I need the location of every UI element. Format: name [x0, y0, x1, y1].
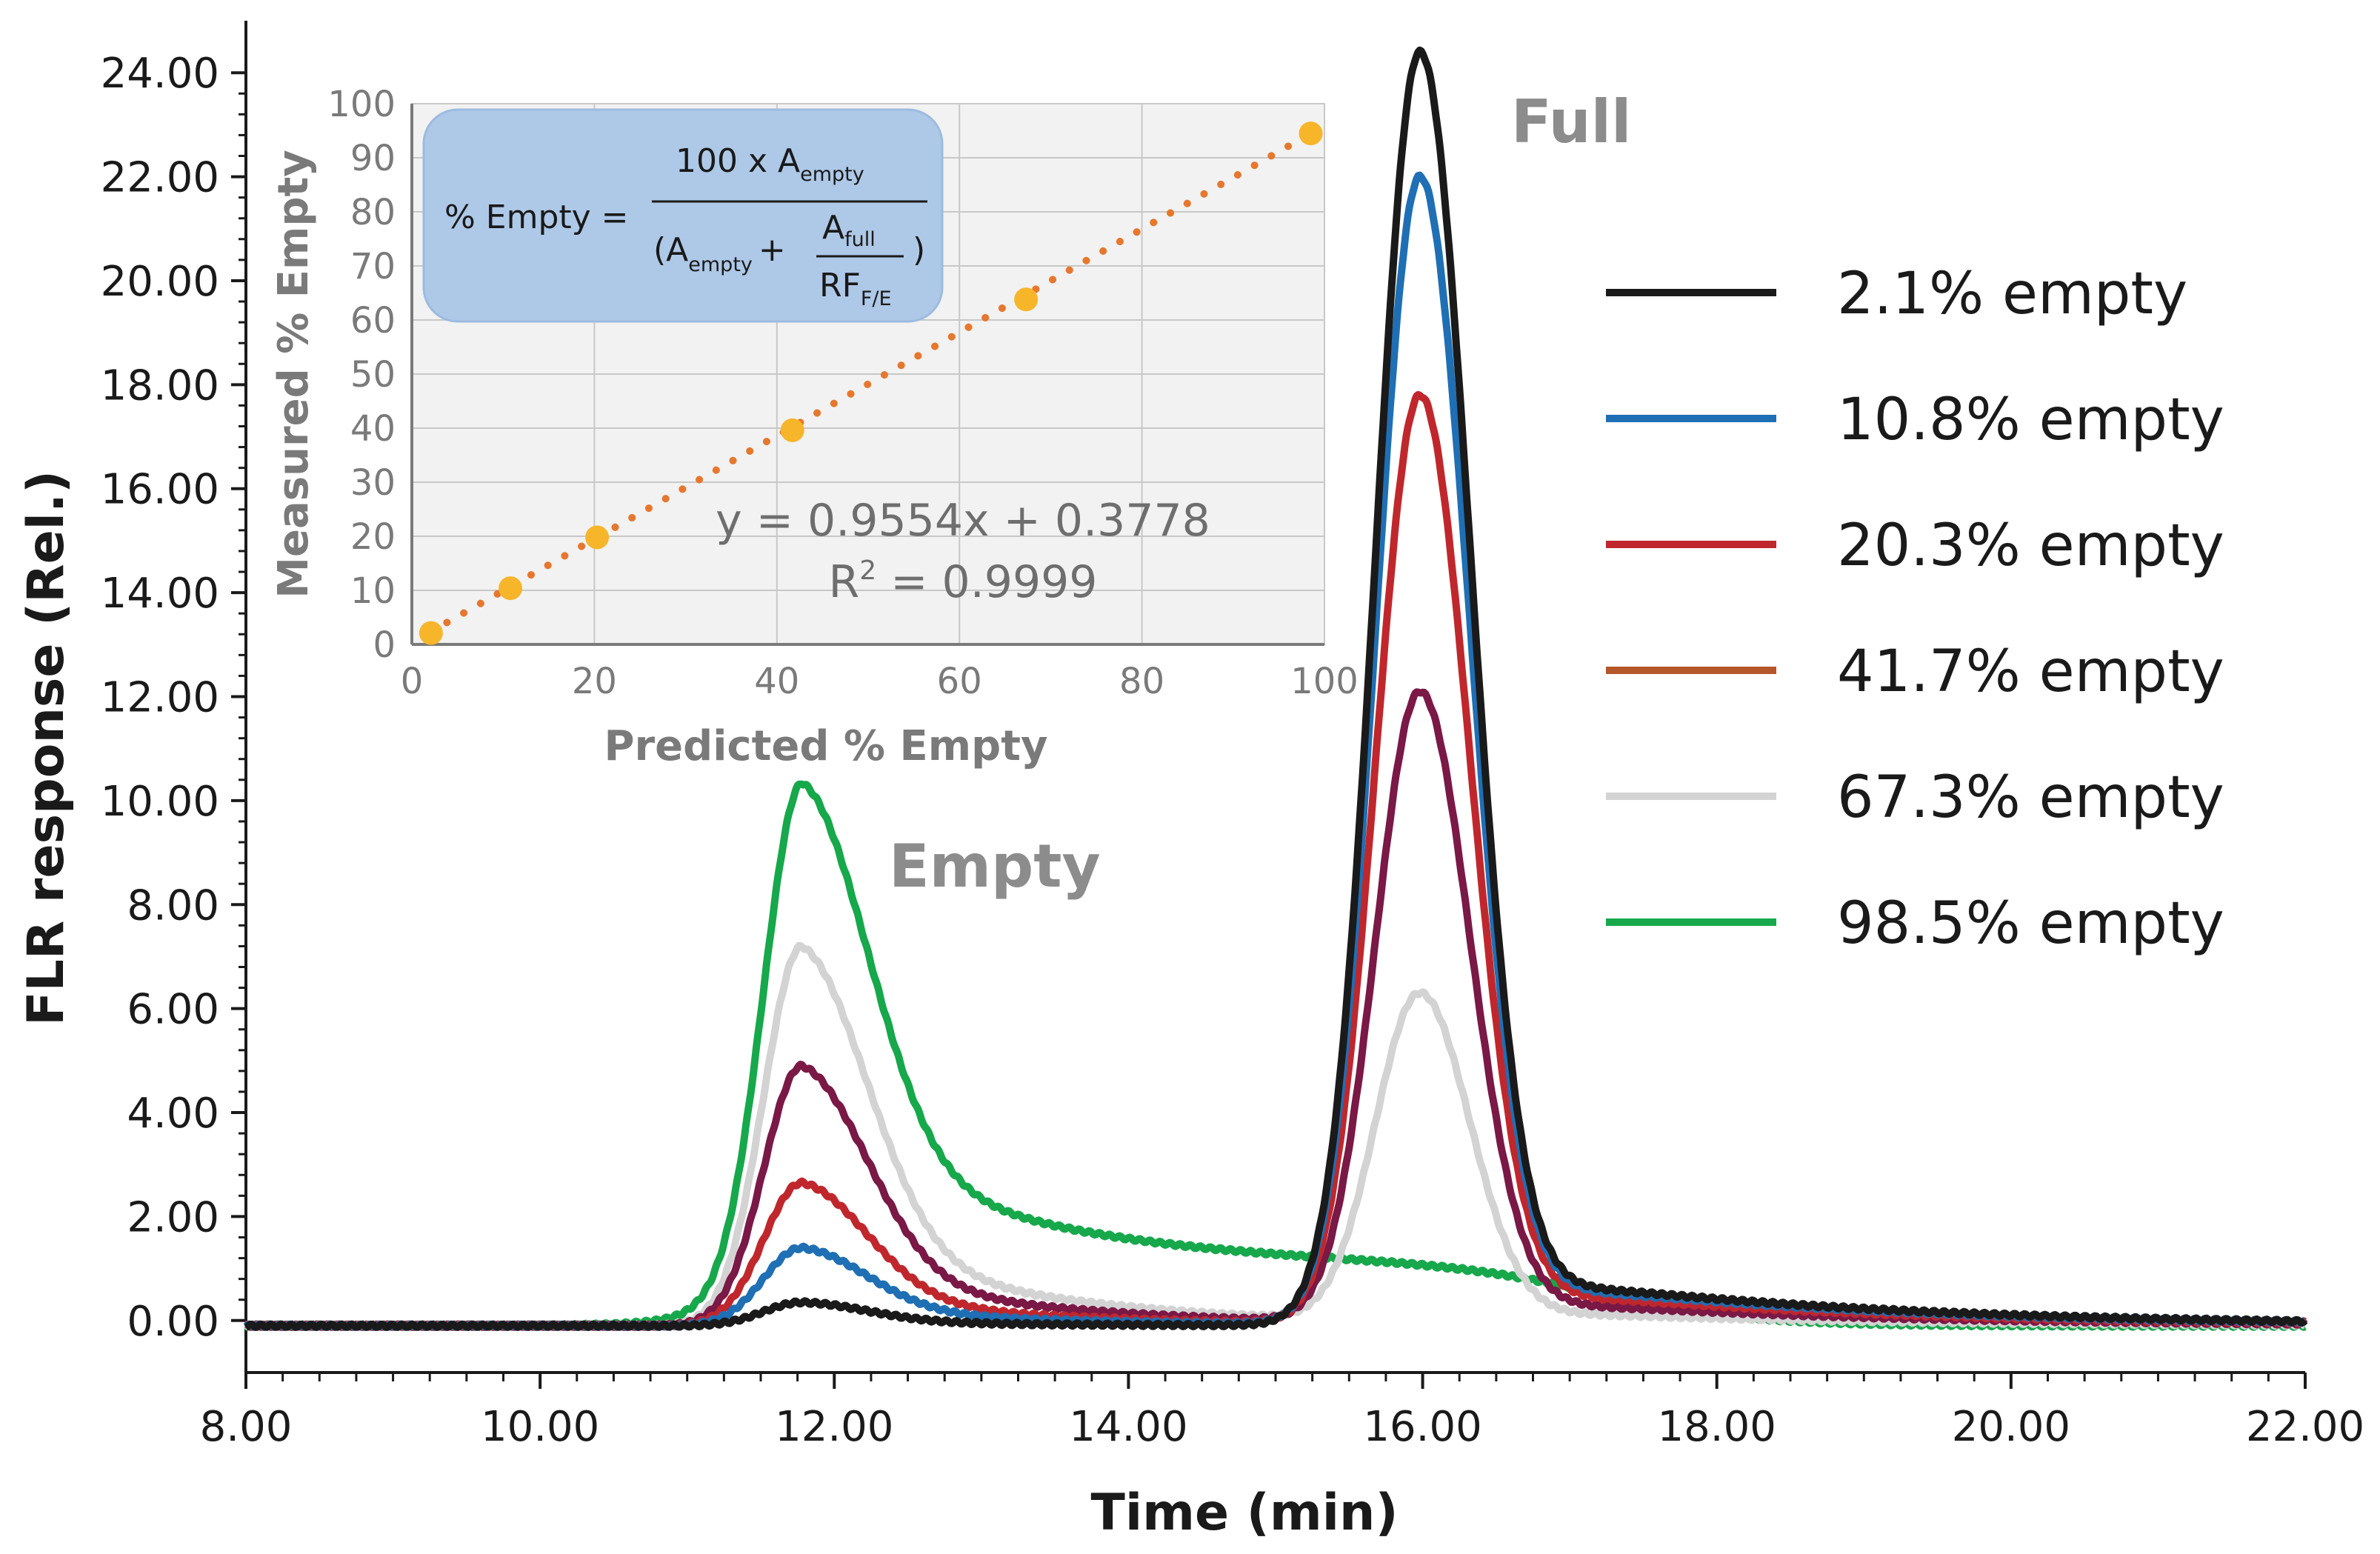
inset-y-tick-label: 50: [350, 354, 396, 396]
x-tick-label: 10.00: [481, 1403, 599, 1451]
inset-fit-equation: y = 0.9554x + 0.3778: [716, 495, 1210, 547]
inset-data-point: [585, 525, 610, 550]
y-tick-label: 6.00: [127, 986, 219, 1034]
legend-label: 10.8% empty: [1837, 387, 2224, 453]
chromatogram-traces: [243, 46, 2308, 1331]
r-squared-exponent: 2: [859, 556, 876, 586]
main-x-ticks: 8.00 10.00 12.00 14.00 16.00 18.00 20.00 22.00: [200, 1373, 2364, 1451]
x-tick-label: 8.00: [200, 1403, 293, 1451]
formula-box-background: [422, 108, 944, 323]
inner-a: A: [822, 209, 844, 247]
y-tick-label: 8.00: [127, 881, 219, 930]
inset-y-tick-label: 90: [350, 138, 396, 179]
denominator-a-sub: empty: [688, 253, 753, 276]
formula-denominator-open: (Aempty +: [653, 231, 786, 276]
legend-label: 41.7% empty: [1837, 638, 2224, 705]
denominator-plus: +: [759, 231, 786, 269]
inset-y-axis-title: Measured % Empty: [270, 150, 318, 598]
empty-peak-label: Empty: [889, 832, 1101, 901]
inset-x-tick-label: 100: [1290, 661, 1359, 702]
y-tick-label: 14.00: [101, 570, 219, 618]
legend-label: 20.3% empty: [1837, 513, 2224, 579]
inset-y-tick-label: 30: [350, 462, 396, 504]
inset-data-point: [419, 621, 443, 645]
main-y-axis-title: FLR response (Rel.): [17, 470, 76, 1026]
inset-x-tick-label: 0: [401, 661, 424, 702]
formula-numerator: 100 x Aempty: [676, 142, 864, 186]
inset-data-point: [1299, 121, 1323, 146]
inner-rf-sub: F/E: [861, 287, 892, 310]
trace-67-3-empty: [243, 941, 2307, 1331]
trace-2-1-empty: [244, 46, 2308, 1331]
inset-fit-line: [426, 127, 1319, 636]
y-tick-label: 2.00: [127, 1193, 219, 1241]
inset-data-point: [1014, 287, 1039, 312]
x-tick-label: 22.00: [2246, 1403, 2364, 1451]
inset-x-axis-title: Predicted % Empty: [604, 722, 1047, 770]
main-axes: 0.00 2.00 4.00 6.00 8.00 10.00 12.00 14.00 16.00…: [101, 21, 2364, 1451]
formula-close-paren: ): [913, 231, 925, 269]
y-tick-label: 16.00: [101, 466, 219, 514]
main-y-ticks: 0.00 2.00 4.00 6.00 8.00 10.00 12.00 14.00 16.00…: [101, 50, 246, 1346]
x-tick-label: 18.00: [1658, 1403, 1776, 1451]
inset-x-tick-label: 20: [572, 661, 617, 702]
full-peak-label: Full: [1511, 87, 1631, 156]
legend-label: 67.3% empty: [1837, 764, 2224, 831]
inset-data-point: [780, 418, 804, 442]
inner-a-sub: full: [844, 228, 876, 251]
legend-label: 2.1% empty: [1837, 261, 2187, 327]
y-tick-label: 0.00: [127, 1298, 219, 1346]
denominator-a: (A: [653, 231, 688, 269]
inner-rf: RF: [819, 267, 861, 304]
y-tick-label: 20.00: [101, 258, 219, 306]
inset-x-tick-label: 80: [1119, 661, 1164, 702]
y-tick-label: 12.00: [101, 674, 219, 722]
formula-lhs: % Empty =: [444, 199, 629, 236]
inset-y-tick-label: 10: [350, 570, 396, 612]
trace-98-5-empty: [244, 780, 2307, 1331]
r-squared-symbol: R: [829, 556, 860, 608]
inset-x-tick-label: 40: [754, 661, 799, 702]
y-tick-label: 22.00: [101, 154, 219, 202]
inset-data-point: [499, 576, 523, 601]
inset-y-tick-label: 20: [350, 516, 396, 558]
formula-box: % Empty = 100 x Aempty (Aempty + Afull RF…: [422, 108, 944, 323]
x-tick-label: 12.00: [775, 1403, 893, 1451]
inset-plot: 0 10 20 30 40 50 60 70 80 90 100 0 20 40 60 80 100 Predi…: [270, 84, 1359, 770]
y-tick-label: 4.00: [127, 1090, 219, 1138]
r-squared-value: = 0.9999: [876, 556, 1097, 608]
inset-x-tick-label: 60: [937, 661, 982, 702]
legend: 2.1% empty 10.8% empty 20.3% empty 41.7% em…: [1606, 261, 2224, 957]
x-tick-label: 16.00: [1363, 1403, 1481, 1451]
x-tick-label: 20.00: [1952, 1403, 2070, 1451]
numerator-main: 100 x A: [676, 142, 800, 180]
formula-inner-numerator: Afull: [822, 209, 876, 251]
inset-tick-labels: 0 10 20 30 40 50 60 70 80 90 100 0 20 40 60 80 100: [327, 84, 1358, 702]
main-x-axis-title: Time (min): [1090, 1484, 1398, 1542]
inset-y-tick-label: 60: [350, 300, 396, 341]
inset-r-squared: R2 = 0.9999: [829, 556, 1098, 608]
inset-data-points: [419, 121, 1323, 645]
inset-y-tick-label: 80: [350, 192, 396, 233]
y-tick-label: 24.00: [101, 50, 219, 98]
y-tick-label: 18.00: [101, 361, 219, 410]
x-tick-label: 14.00: [1069, 1403, 1187, 1451]
y-tick-label: 10.00: [101, 778, 219, 826]
inset-y-tick-label: 40: [350, 408, 396, 450]
formula-inner-denominator: RFF/E: [819, 267, 892, 310]
inset-y-tick-label: 0: [373, 624, 396, 666]
inset-y-tick-label: 100: [327, 84, 396, 125]
inset-y-tick-label: 70: [350, 246, 396, 287]
legend-label: 98.5% empty: [1837, 890, 2224, 957]
numerator-sub: empty: [800, 163, 864, 186]
